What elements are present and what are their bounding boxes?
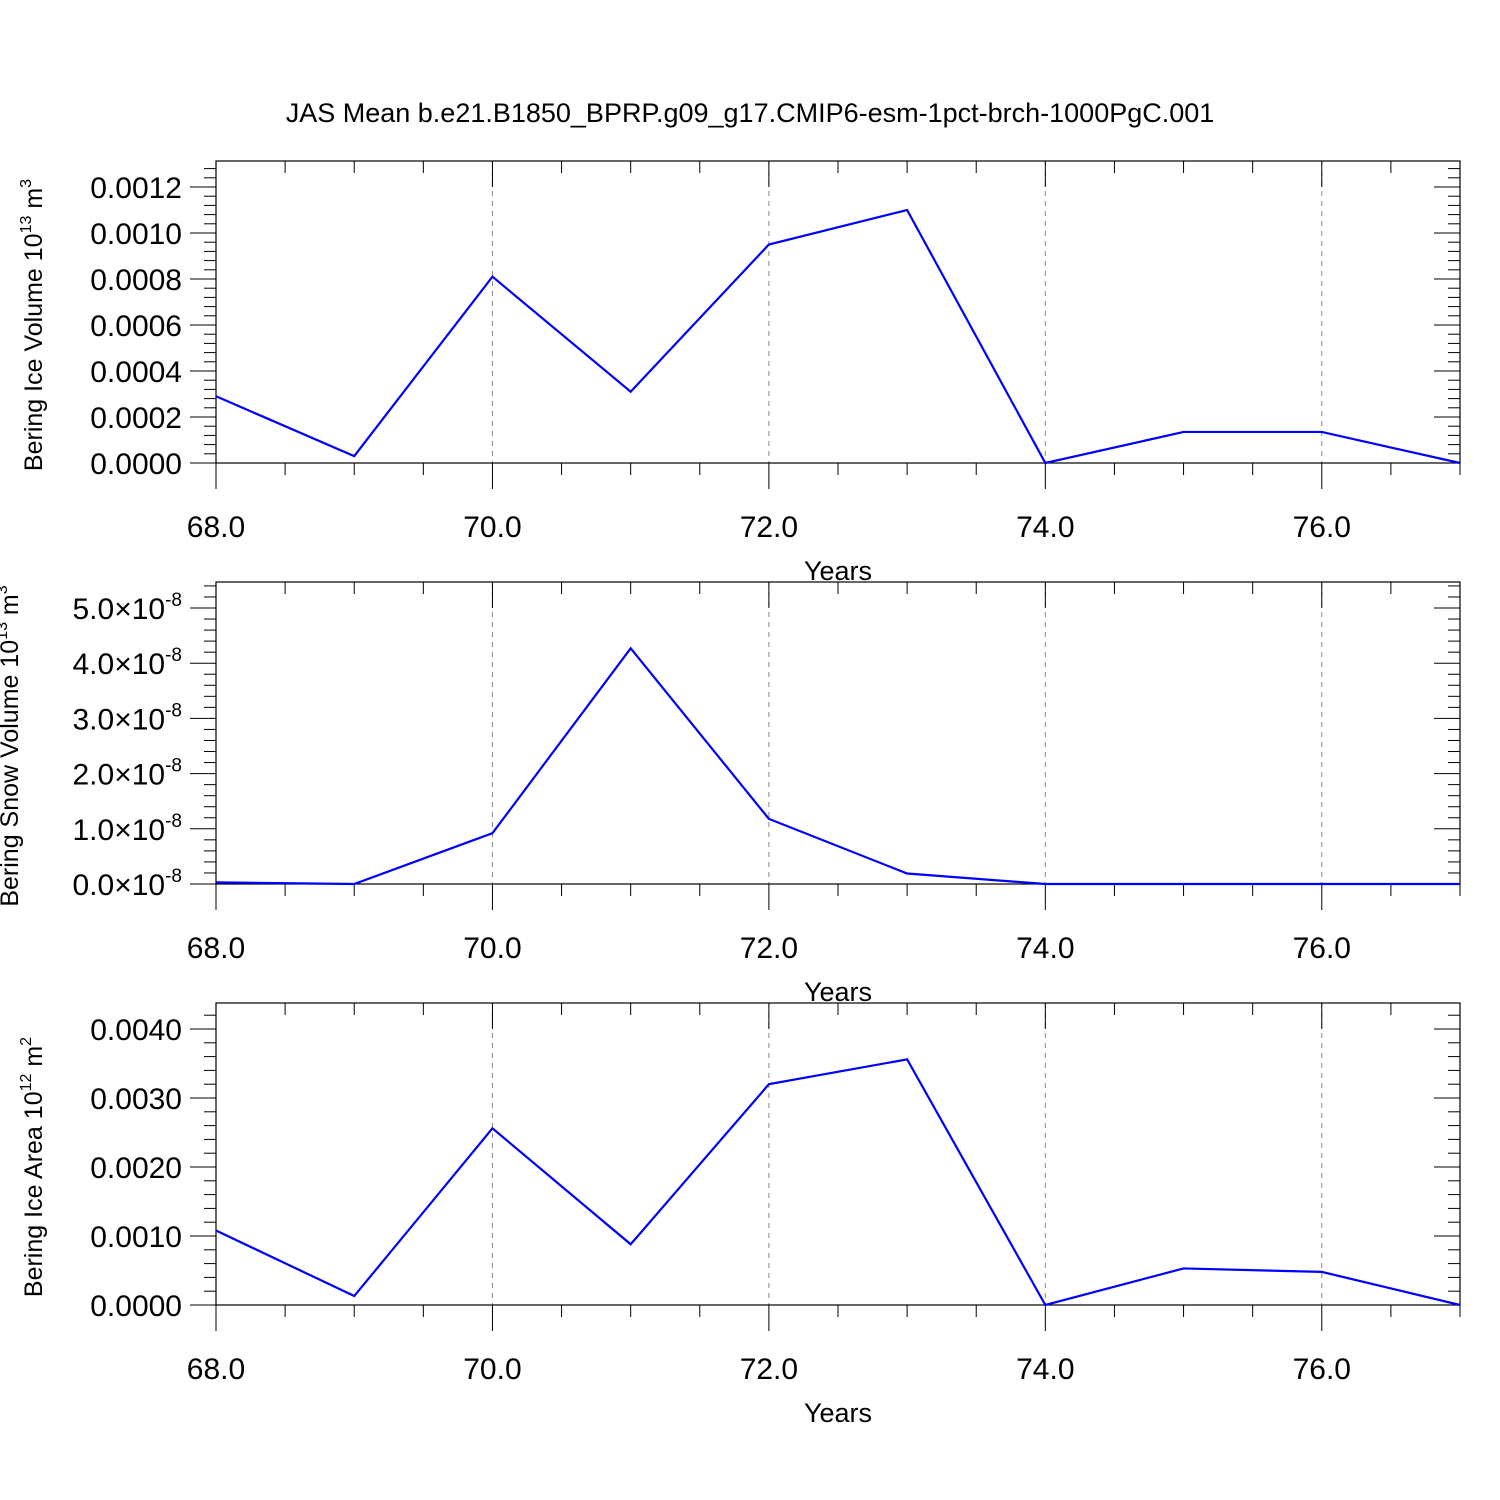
ylabel-snow-volume-unit-sup: 3 [0, 585, 11, 594]
y-tick-label: 0.0012 [90, 172, 182, 205]
ylabel-ice-volume-sup: 13 [18, 216, 35, 234]
panel-snow-volume: Bering Snow Volume 1013 m3 Years 68.0 70.… [0, 581, 1461, 1007]
xlabel-ice-area: Years [804, 1398, 872, 1428]
x-tick-label: 74.0 [1016, 511, 1074, 544]
ylabel-snow-volume-sup: 13 [0, 622, 11, 640]
x-tick-label: 70.0 [463, 932, 521, 965]
y-tick-label: 0.0010 [90, 218, 182, 251]
ylabel-snow-volume-unit: m [0, 594, 24, 622]
series-line [215, 1058, 1461, 1307]
ylabel-ice-volume-text: Bering Ice Volume 10 [20, 233, 48, 471]
y-tick-label: 0.0008 [90, 264, 182, 297]
x-tick-label: 76.0 [1293, 932, 1351, 965]
ylabel-ice-volume-unit: m [20, 188, 48, 216]
series-line [215, 208, 1461, 465]
y-tick-label: 5.0×10-8 [73, 590, 183, 626]
x-tick-label: 68.0 [187, 511, 245, 544]
figure-title: JAS Mean b.e21.B1850_BPRP.g09_g17.CMIP6-… [286, 98, 1215, 128]
y-tick-label: 0.0006 [90, 310, 182, 343]
ylabel-ice-volume: Bering Ice Volume 1013 m3 [18, 179, 48, 471]
ylabel-ice-area: Bering Ice Area 1012 m2 [18, 1037, 48, 1297]
ylabel-ice-area-sup: 12 [18, 1073, 35, 1091]
y-tick-label: 4.0×10-8 [73, 645, 183, 681]
y-tick-label: 2.0×10-8 [73, 756, 183, 792]
y-tick-label: 0.0000 [90, 448, 182, 481]
y-tick-label: 3.0×10-8 [73, 700, 183, 736]
y-tick-label: 0.0002 [90, 402, 182, 435]
xlabel-ice-volume: Years [804, 556, 872, 586]
y-tick-label: 0.0020 [90, 1152, 182, 1185]
ylabel-snow-volume-text: Bering Snow Volume 10 [0, 640, 24, 907]
y-tick-label: 0.0040 [90, 1014, 182, 1047]
x-tick-label: 72.0 [740, 1353, 798, 1386]
ylabel-ice-area-text: Bering Ice Area 10 [20, 1091, 48, 1297]
series-line [215, 646, 1460, 886]
x-tick-label: 76.0 [1293, 511, 1351, 544]
x-tick-label: 72.0 [740, 932, 798, 965]
y-tick-label: 0.0000 [90, 1290, 182, 1323]
y-tick-label: 0.0030 [90, 1083, 182, 1116]
ylabel-snow-volume: Bering Snow Volume 1013 m3 [0, 585, 24, 906]
x-tick-label: 74.0 [1016, 932, 1074, 965]
x-tick-label: 72.0 [740, 511, 798, 544]
y-tick-label: 0.0×10-8 [73, 866, 183, 902]
ylabel-ice-volume-unit-sup: 3 [18, 179, 35, 188]
ylabel-ice-area-unit: m [20, 1046, 48, 1074]
plot-frame [215, 1002, 1461, 1306]
plot-frame [215, 581, 1461, 885]
x-tick-label: 76.0 [1293, 1353, 1351, 1386]
panel-ice-volume: Bering Ice Volume 1013 m3 Years 68.0 70.0… [18, 160, 1461, 586]
panel-ice-area: Bering Ice Area 1012 m2 Years 68.0 70.0 72… [18, 1002, 1461, 1428]
xlabel-snow-volume: Years [804, 977, 872, 1007]
x-tick-label: 68.0 [187, 1353, 245, 1386]
x-tick-label: 70.0 [463, 1353, 521, 1386]
y-tick-label: 1.0×10-8 [73, 811, 183, 847]
y-tick-label: 0.0004 [90, 356, 182, 389]
x-tick-label: 68.0 [187, 932, 245, 965]
plot-frame [215, 160, 1461, 464]
ylabel-ice-area-unit-sup: 2 [18, 1037, 35, 1046]
x-tick-label: 74.0 [1016, 1353, 1074, 1386]
y-tick-label: 0.0010 [90, 1221, 182, 1254]
x-tick-label: 70.0 [463, 511, 521, 544]
